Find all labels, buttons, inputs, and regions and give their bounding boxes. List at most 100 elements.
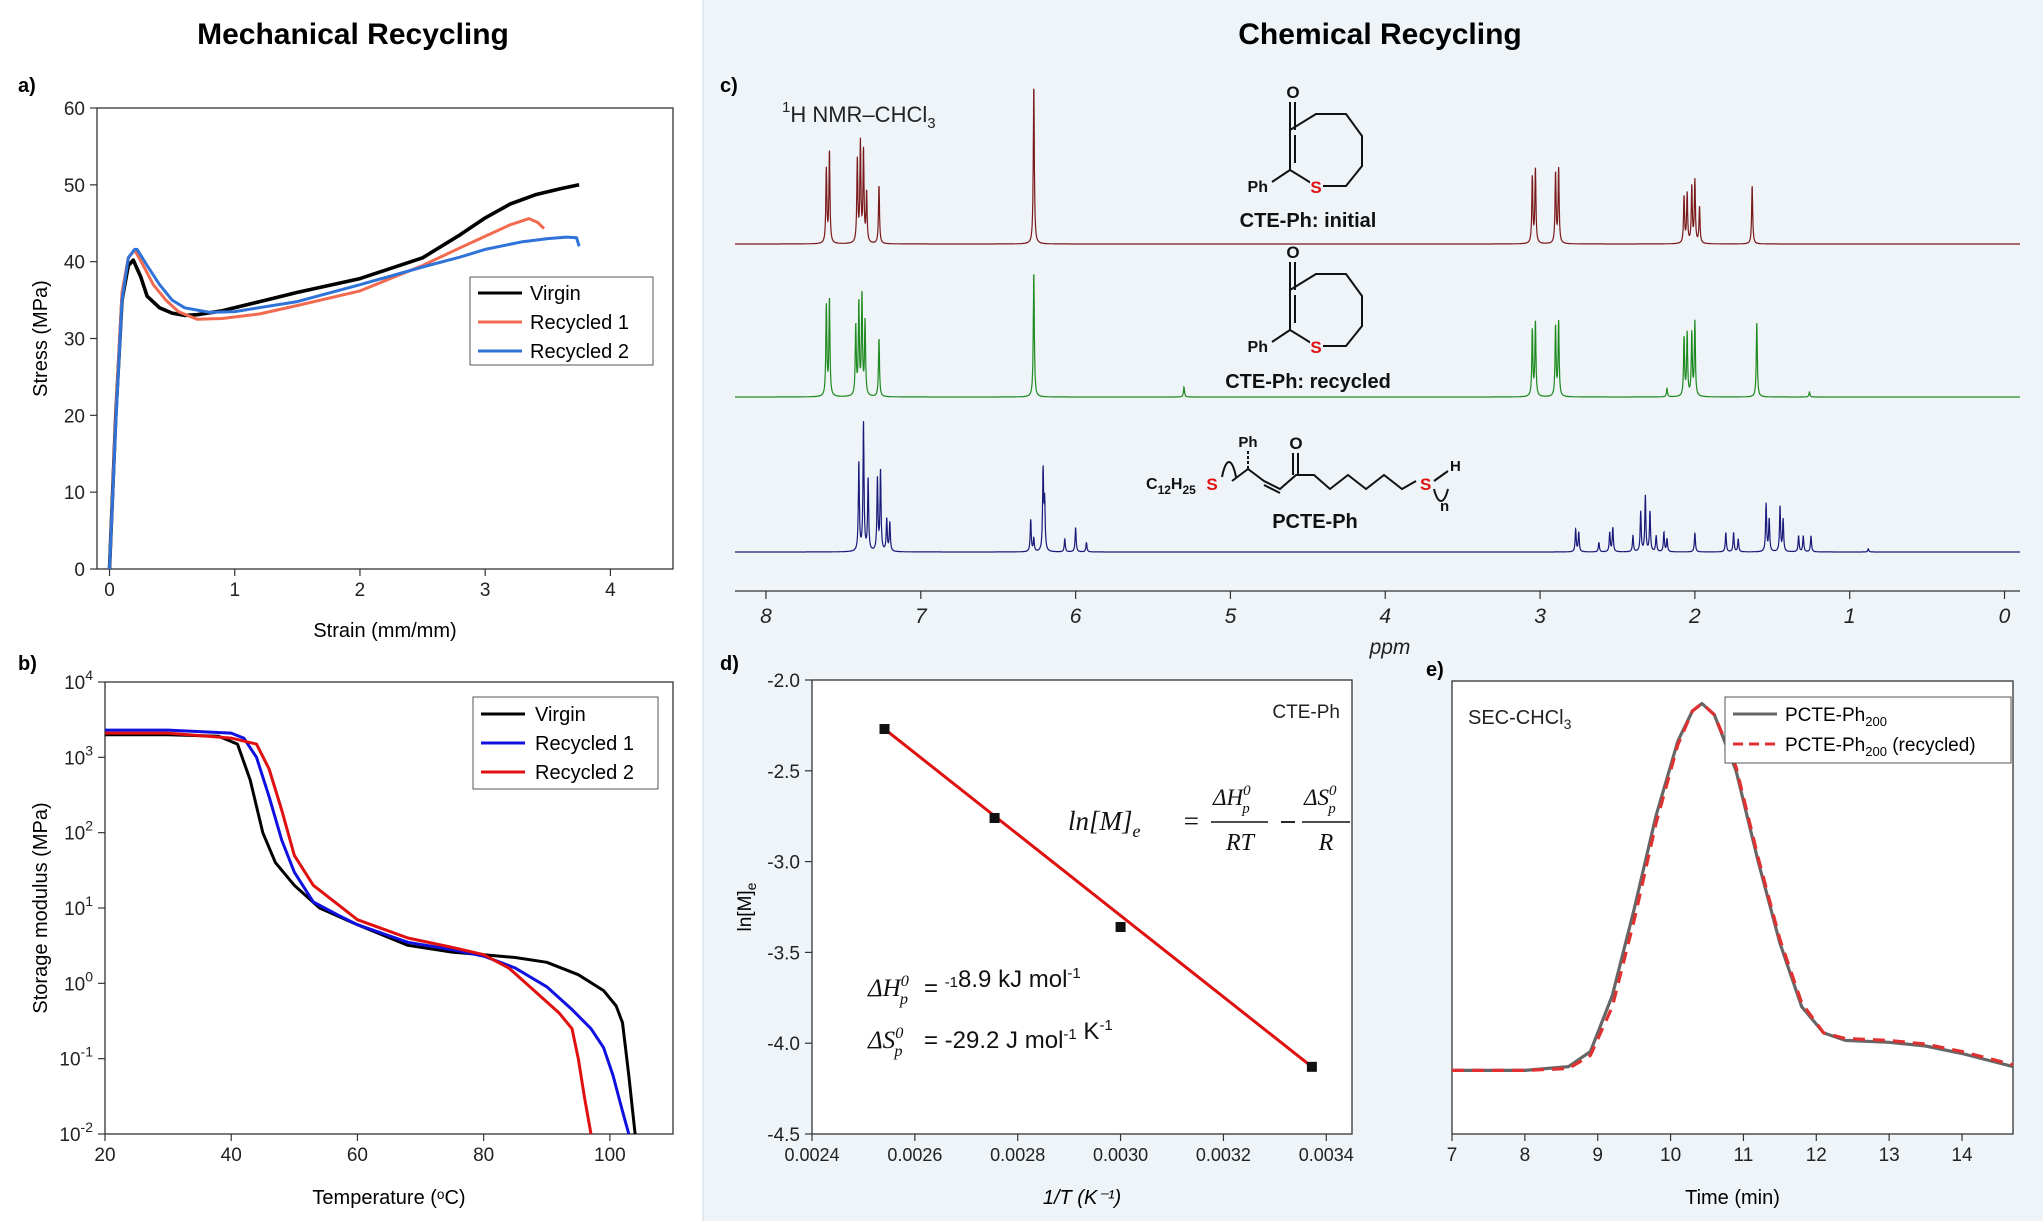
structure-initial-oxygen: O [1286, 83, 1299, 102]
panel-d-data-point [1115, 921, 1126, 932]
panel-c-label-main: H NMR–CHCl [790, 102, 927, 127]
panel-d-eq-num1-base: ΔH [1212, 785, 1244, 810]
panel-d-delta-s-symbol-base: ΔS [867, 1027, 896, 1054]
panel-d-xlabel: 1/T (K⁻¹) [1043, 1187, 1121, 1209]
panel-a-ytick-label: 50 [64, 176, 85, 197]
panel-a-xtick-label: 2 [355, 580, 366, 601]
structure-initial-sulfur: S [1310, 178, 1321, 197]
panel-e-sec-label: SEC-CHCl3 [1468, 707, 1572, 732]
structure-polymer-bracket-left [1221, 461, 1237, 478]
panel-d-delta-h-text: 8.9 kJ mol [958, 966, 1067, 993]
panel-a-legend-label-2: Recycled 1 [530, 312, 629, 334]
structure-initial-phenyl-bond [1271, 169, 1291, 183]
structure-polymer-endgroup-sub2: 25 [1182, 483, 1196, 497]
panel-d-ytick-label: -4.5 [767, 1125, 800, 1146]
panel-a-ytick-label: 20 [64, 406, 85, 427]
structure-initial-caption: CTE-Ph: initial [1240, 210, 1377, 232]
structure-polymer-sulfur-1: S [1206, 475, 1217, 494]
structure-polymer-caption: PCTE-Ph [1272, 511, 1358, 533]
panel-a-ylabel: Stress (MPa) [30, 280, 52, 397]
panel-c-xlabel: ppm [1369, 636, 1411, 659]
panel-c-xtick-label: 8 [760, 605, 772, 628]
panel-b-series-2-line [105, 728, 631, 1135]
panel-b-ylabel: Storage modulus (MPa) [30, 802, 52, 1013]
panel-a-series-3-line [108, 235, 581, 570]
panel-d-eq-num1: ΔH0 p [1212, 783, 1251, 817]
panel-c-xtick-label: 2 [1688, 605, 1701, 628]
panel-a-ytick-label: 30 [64, 330, 85, 351]
panel-b-ytick-base: 10 [59, 1050, 80, 1071]
chart-d-vant-hoff: d) 0.0024 0.0026 0.0028 0.0030 0.0032 0.0034 -2… [720, 653, 1354, 1209]
structure-polymer-bracket-right [1433, 488, 1449, 502]
panel-e-legend-name: PCTE-Ph [1785, 705, 1865, 726]
panel-b-ytick-base: 10 [64, 673, 85, 694]
panel-d-delta-s-exponent: -1 [1063, 1026, 1076, 1043]
panel-b-ytick-exponent: 3 [85, 742, 93, 758]
panel-a-xtick-label: 3 [480, 580, 491, 601]
panel-d-xtick-label: 0.0026 [887, 1145, 942, 1165]
panel-d-delta-h-exponent: -1 [1067, 965, 1080, 982]
panel-d-frame [811, 679, 1353, 1135]
panel-c-letter: c) [720, 75, 738, 97]
structure-polymer-double-bond [1263, 484, 1281, 494]
panel-d-delta-s-exponent: -1 [1099, 1017, 1112, 1034]
chart-b-storage-modulus: b)20 40 60 80 10010-210-1100101102103104Temp… [18, 653, 674, 1209]
panel-b-ytick-label: 10-2 [59, 1119, 93, 1146]
heading-chemical: Chemical Recycling [1238, 18, 1521, 51]
panel-d-delta-s-symbol-sup: 0 [895, 1024, 903, 1042]
panel-b-letter: b) [18, 653, 37, 675]
panel-a-legend-label-1: Virgin [530, 283, 581, 305]
panel-b-ytick-base: 10 [59, 1125, 80, 1146]
panel-c-spectrum-2 [735, 274, 2020, 398]
panel-b-ytick-label: 102 [64, 818, 93, 845]
panel-d-letter: d) [720, 653, 739, 675]
panel-e-label-sub: 3 [1564, 716, 1572, 732]
panel-b-xlabel: Temperature (ᵒC) [312, 1187, 465, 1209]
panel-e-xtick-label: 10 [1660, 1145, 1681, 1166]
structure-polymer-oxygen: O [1289, 434, 1302, 453]
panel-c-nmr-label: 1H NMR–CHCl3 [782, 99, 936, 132]
panel-e-label-main: SEC-CHCl [1468, 707, 1564, 729]
structure-polymer-sulfur-2: S [1420, 475, 1431, 494]
panel-d-eq-lhs-sub: e [1133, 821, 1141, 841]
panel-c-xtick-label: 3 [1534, 605, 1546, 628]
panel-d-ytick-label: -3.0 [767, 853, 800, 874]
structure-recycled-sulfur-bg [1310, 338, 1323, 354]
panel-d-ytick-label: -3.5 [767, 943, 800, 964]
panel-d-annotation: CTE-Ph [1272, 702, 1340, 723]
panel-d-data-point [879, 724, 890, 735]
panel-a-ytick-label: 10 [64, 483, 85, 504]
panel-e-xtick-label: 14 [1951, 1145, 1973, 1166]
panel-b-ytick-base: 10 [64, 974, 85, 995]
panel-d-eq-den1: RT [1225, 830, 1256, 856]
panel-b-ytick-label: 101 [64, 893, 93, 920]
panel-b-ytick-exponent: 0 [85, 968, 93, 984]
panel-b-ytick-exponent: 2 [85, 818, 93, 834]
panel-a-letter: a) [18, 75, 36, 97]
structure-initial-ring [1289, 113, 1363, 187]
structure-polymer-endgroup: C12H25 [1146, 476, 1196, 497]
panel-d-eq-num1-sup: 0 [1243, 783, 1251, 799]
panel-d-ytick-label: -4.0 [767, 1034, 800, 1055]
panel-d-eq-num2-sup: 0 [1329, 783, 1337, 799]
panel-c-label-sub: 3 [927, 115, 935, 132]
panel-b-ytick-label: 100 [64, 968, 93, 995]
panel-e-xtick-label: 7 [1447, 1145, 1458, 1166]
panel-b-xtick-label: 80 [473, 1145, 494, 1166]
panel-d-xtick-label: 0.0024 [784, 1145, 839, 1165]
chart-e-sec: e) 7 8 9 10 11 12 13 14 Time (min) SEC-CHCl3 PCTE-P… [1426, 659, 2014, 1209]
panel-b-xtick-label: 20 [94, 1145, 115, 1166]
panel-d-xtick-label: 0.0028 [990, 1145, 1045, 1165]
panel-d-eq-equals: = [1182, 806, 1200, 836]
panel-e-legend-sub: 200 [1865, 714, 1887, 729]
panel-c-spectrum-1 [735, 88, 2020, 245]
panel-d-eq-lhs-main: ln[M] [1068, 806, 1133, 836]
panel-e-xlabel: Time (min) [1685, 1187, 1780, 1209]
panel-d-eq-den2: R [1318, 830, 1334, 856]
panel-d-eq-num1-sub: p [1241, 801, 1250, 817]
panel-a-xlabel: Strain (mm/mm) [313, 620, 456, 642]
panel-e-xtick-label: 12 [1806, 1145, 1827, 1166]
structure-polymer-end-h: H [1450, 458, 1461, 475]
panel-c-xtick-label: 5 [1225, 605, 1237, 628]
